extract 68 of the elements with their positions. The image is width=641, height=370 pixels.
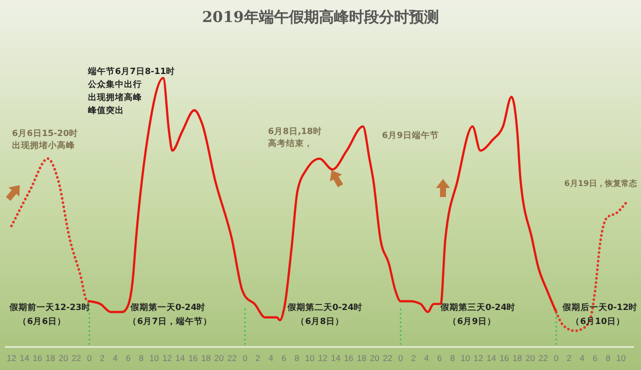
annotation: 高考结束， [268,138,313,149]
annotation: 假期第一天0-24时 [129,302,206,313]
annotation: （6月7日，端午节） [128,316,212,327]
x-tick-label: 8 [606,353,611,364]
x-tick-label: 10 [305,353,315,364]
annotation: 6月8日,18时 [268,126,322,137]
x-tick-label: 18 [512,353,522,364]
x-tick-label: 12 [318,353,328,364]
x-tick-label: 8 [294,353,300,364]
x-tick-label: 6 [437,353,442,364]
x-tick-label: 6 [126,353,131,364]
x-tick-label: 12 [162,353,172,364]
annotation: （6月9日） [448,316,496,327]
annotation: 峰值突出 [88,105,124,116]
x-tick-label: 20 [370,353,380,364]
x-tick-label: 12 [6,353,16,364]
chart-title: 2019年端午假期高峰时段分时预测 [202,8,439,26]
annotation: 出现拥堵高峰 [88,92,143,103]
x-tick-label: 22 [538,353,548,364]
annotation: 假期前一天12-23时 [8,302,91,313]
x-tick-label: 18 [46,353,56,364]
x-tick-label: 2 [256,353,261,364]
x-tick-label: 2 [566,353,572,364]
annotation: 6月9日端午节 [382,130,439,141]
x-tick-label: 20 [214,353,224,364]
x-tick-label: 18 [201,353,212,364]
x-tick-label: 22 [382,353,393,364]
x-tick-label: 8 [450,353,456,364]
annotation: 假期后一天0-12时 [561,302,638,313]
x-tick-label: 16 [344,353,354,364]
text: 端午节6月7日8-11时 [87,66,176,77]
x-tick-label: 0 [86,353,92,364]
annotation: （6月8日） [296,316,344,327]
x-tick-label: 2 [411,353,416,364]
x-tick-label: 0 [242,353,248,364]
x-tick-label: 4 [424,353,430,364]
x-tick-label: 10 [616,353,626,364]
x-tick-label: 2 [100,353,105,364]
x-tick-label: 10 [149,353,160,364]
x-tick-label: 22 [72,353,82,364]
x-tick-label: 22 [227,353,237,364]
annotation: 公众集中出行 [87,79,142,90]
x-tick-label: 6 [281,353,286,364]
x-tick-label: 12 [474,353,484,364]
x-tick-label: 18 [356,353,367,364]
x-tick-label: 4 [112,353,118,364]
annotation: 6月6日15-20时 [12,128,78,139]
annotation: 出现拥堵小高峰 [12,140,76,151]
x-tick-label: 4 [268,353,274,364]
x-tick-label: 14 [175,353,186,364]
x-tick-label: 10 [460,353,470,364]
x-tick-label: 16 [32,353,42,364]
x-tick-label: 8 [138,353,144,364]
annotation: 假期第三天0-24时 [439,302,516,313]
x-tick-label: 20 [58,353,68,364]
x-tick-label: 4 [580,353,585,364]
x-tick-label: 14 [20,353,30,364]
x-tick-label: 14 [486,353,496,364]
x-tick-label: 0 [554,353,559,364]
annotation: （6月6日） [18,316,66,327]
x-tick-label: 6 [592,353,598,364]
x-tick-label: 16 [188,353,198,364]
x-tick-label: 14 [330,353,341,364]
annotation: 假期第二天0-24时 [286,302,363,313]
x-tick-label: 20 [526,353,536,364]
x-tick-label: 16 [500,353,510,364]
annotation: 6月19日，恢复常态 [564,179,638,188]
x-tick-label: 0 [398,353,404,364]
